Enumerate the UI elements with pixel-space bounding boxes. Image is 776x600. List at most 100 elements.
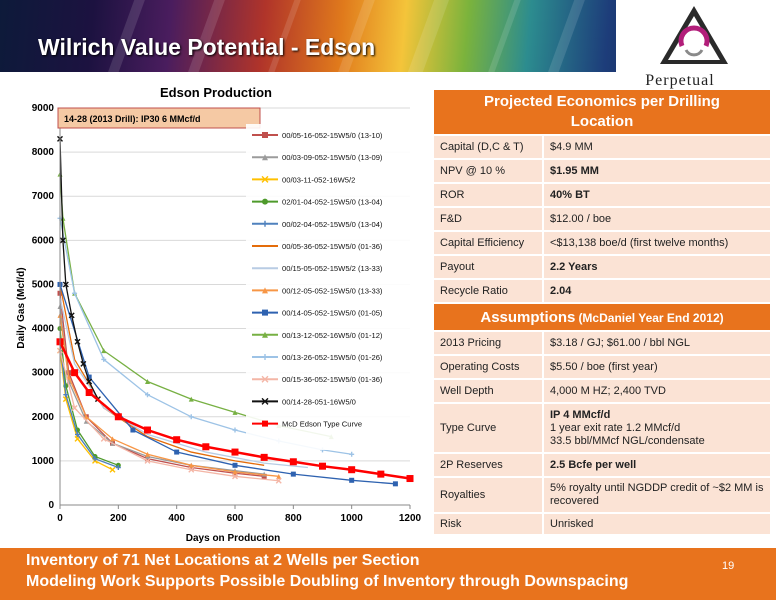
data-point xyxy=(276,473,282,479)
economics-table: Projected Economics per Drilling Locatio… xyxy=(434,90,770,536)
assumptions-row: Operating Costs $5.50 / boe (first year) xyxy=(434,355,770,380)
legend-marker xyxy=(262,420,268,427)
row-value: $4.9 MM xyxy=(543,135,770,160)
legend-entry: 00/14-28-051-16W5/0 xyxy=(252,397,356,406)
row-value: $1.95 MM xyxy=(543,159,770,184)
economics-row: ROR 40% BT xyxy=(434,183,770,208)
data-point xyxy=(275,477,282,484)
data-point xyxy=(289,458,297,466)
data-point xyxy=(86,374,92,380)
data-point xyxy=(188,414,194,420)
data-point xyxy=(232,427,238,433)
legend-marker xyxy=(261,175,269,183)
legend-marker xyxy=(262,354,268,360)
row-value: <$13,138 boe/d (first twelve months) xyxy=(543,231,770,256)
legend-label: 00/15-05-052-15W5/2 (13-33) xyxy=(282,264,383,273)
type-curve-value: IP 4 MMcf/d 1 year exit rate 1.2 MMcf/d … xyxy=(543,403,770,454)
series-line xyxy=(59,293,265,477)
legend-marker xyxy=(262,309,268,316)
row-value: 2.04 xyxy=(543,279,770,304)
data-point xyxy=(130,427,136,433)
row-label: Operating Costs xyxy=(434,355,544,380)
annotation-box: 14-28 (2013 Drill): IP30 6 MMcf/d xyxy=(57,107,261,129)
legend-label: 00/15-36-052-15W5/0 (01-36) xyxy=(282,375,383,384)
legend-label: 00/03-11-052-16W5/2 xyxy=(282,175,355,184)
data-point xyxy=(145,451,150,457)
footer-line-1: Inventory of 71 Net Locations at 2 Wells… xyxy=(26,552,420,569)
data-point xyxy=(260,453,268,461)
assumptions-header: Assumptions (McDaniel Year End 2012) xyxy=(434,303,770,332)
y-tick-label: 7000 xyxy=(32,191,55,202)
economics-row: F&D $12.00 / boe xyxy=(434,207,770,232)
row-label: Capital Efficiency xyxy=(434,231,544,256)
series-line xyxy=(58,341,411,480)
data-point xyxy=(392,481,398,487)
legend-label: 00/14-05-052-15W5/0 (01-05) xyxy=(282,309,383,318)
legend-entry: 00/15-05-052-15W5/2 (13-33) xyxy=(252,264,383,273)
data-point xyxy=(71,404,78,411)
assumptions-header-row: Assumptions (McDaniel Year End 2012) xyxy=(434,303,770,332)
data-point xyxy=(188,466,195,473)
legend-entry: 00/05-16-052-15W5/0 (13-10) xyxy=(252,131,383,140)
data-point xyxy=(80,360,87,367)
assumptions-row: Risk Unrisked xyxy=(434,513,770,536)
x-axis-title: Days on Production xyxy=(186,533,280,544)
row-value: 40% BT xyxy=(543,183,770,208)
series-line xyxy=(59,284,265,466)
legend-entry: 00/05-36-052-15W5/0 (01-36) xyxy=(252,242,383,251)
row-label: Type Curve xyxy=(434,403,544,454)
assumptions-subtitle: (McDaniel Year End 2012) xyxy=(578,310,724,325)
data-point xyxy=(68,312,75,319)
data-point xyxy=(349,451,355,457)
row-label: Royalties xyxy=(434,477,544,514)
data-point xyxy=(59,237,66,244)
economics-row: NPV @ 10 % $1.95 MM xyxy=(434,159,770,184)
legend-label: McD Edson Type Curve xyxy=(282,420,362,429)
y-tick-label: 3000 xyxy=(32,368,55,379)
data-point xyxy=(188,396,194,402)
legend-label: 00/13-26-052-15W5/0 (01-26) xyxy=(282,353,383,362)
assumptions-row: Well Depth 4,000 M HZ; 2,400 TVD xyxy=(434,379,770,404)
logo-wordmark: Perpetual xyxy=(645,72,715,89)
row-label: Recycle Ratio xyxy=(434,279,544,304)
legend-label: 00/05-16-052-15W5/0 (13-10) xyxy=(282,131,383,140)
x-tick-label: 0 xyxy=(57,513,63,524)
row-value: $12.00 / boe xyxy=(543,207,770,232)
legend-entry: 00/03-11-052-16W5/2 xyxy=(252,175,355,184)
legend-marker xyxy=(262,331,268,338)
x-tick-label: 800 xyxy=(285,513,302,524)
x-tick-label: 1000 xyxy=(341,513,364,524)
series-5 xyxy=(59,284,265,466)
y-tick-label: 0 xyxy=(48,500,54,511)
row-value: $3.18 / GJ; $61.00 / bbl NGL xyxy=(543,331,770,356)
row-value: $5.50 / boe (first year) xyxy=(543,355,770,380)
perpetual-logo-icon xyxy=(660,6,728,64)
economics-row: Capital Efficiency <$13,138 boe/d (first … xyxy=(434,231,770,256)
economics-row: Recycle Ratio 2.04 xyxy=(434,279,770,304)
slide-title: Wilrich Value Potential - Edson xyxy=(38,34,376,60)
x-tick-label: 1200 xyxy=(399,513,422,524)
data-point xyxy=(83,414,89,420)
row-value: 5% royalty until NGDDP credit of ~$2 MM … xyxy=(543,477,770,514)
footer-line-2: Modeling Work Supports Possible Doubling… xyxy=(26,573,629,590)
data-point xyxy=(115,465,121,471)
data-point xyxy=(71,369,79,377)
legend-marker xyxy=(262,220,268,227)
data-point xyxy=(232,462,238,468)
series-4 xyxy=(57,339,121,471)
economics-panel: Projected Economics per Drilling Locatio… xyxy=(434,90,770,536)
legend-label: 00/03-09-052-15W5/0 (13-09) xyxy=(282,153,383,162)
row-label: NPV @ 10 % xyxy=(434,159,544,184)
legend-label: 00/14-28-051-16W5/0 xyxy=(282,397,356,406)
data-point xyxy=(232,469,238,475)
data-point xyxy=(202,443,210,451)
legend-marker xyxy=(261,397,269,405)
economics-row: Payout 2.2 Years xyxy=(434,255,770,280)
page-number: 19 xyxy=(722,560,735,572)
data-point xyxy=(145,392,150,398)
row-value: 4,000 M HZ; 2,400 TVD xyxy=(543,379,770,404)
data-point xyxy=(72,290,78,296)
economics-row: Capital (D,C & T) $4.9 MM xyxy=(434,135,770,160)
legend-entry: 00/15-36-052-15W5/0 (01-36) xyxy=(252,375,383,384)
y-axis-title: Daily Gas (Mcf/d) xyxy=(16,267,27,348)
